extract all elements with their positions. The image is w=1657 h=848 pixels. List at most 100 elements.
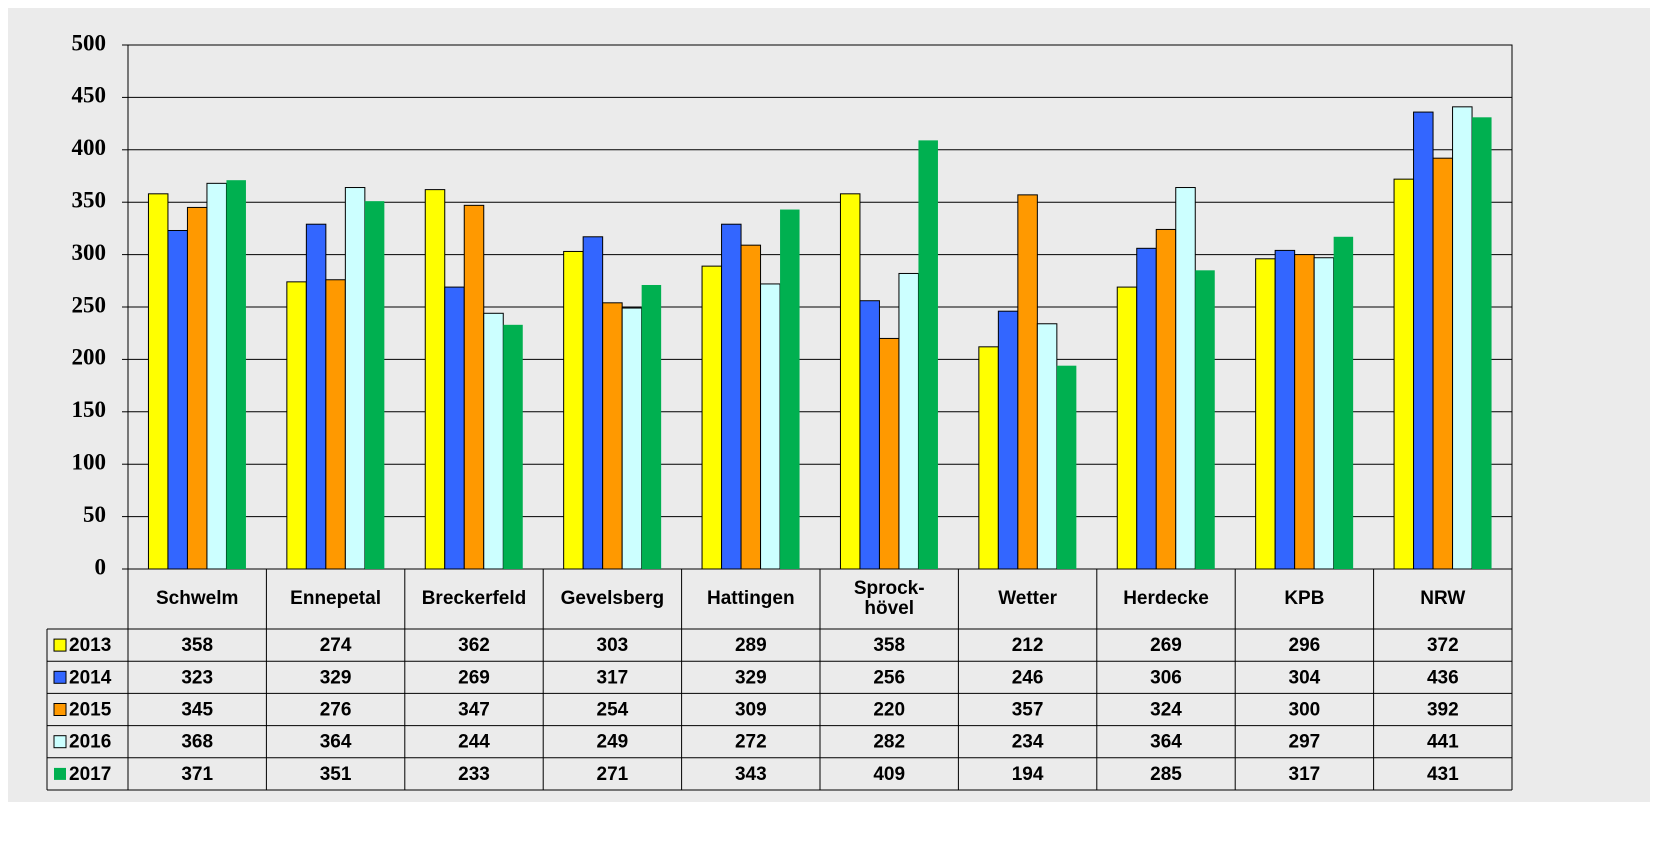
y-tick-label: 50 <box>83 502 106 527</box>
table-value: 364 <box>1150 732 1182 753</box>
bar <box>1136 247 1157 570</box>
table-value: 296 <box>1289 635 1321 656</box>
bar <box>839 193 861 570</box>
bar <box>325 279 346 570</box>
bar <box>1294 254 1315 570</box>
table-value: 289 <box>735 635 767 656</box>
bar <box>424 189 446 570</box>
y-tick-label: 150 <box>72 397 107 422</box>
bar <box>503 324 523 569</box>
x-tick-label: Breckerfeld <box>421 588 527 609</box>
bar <box>621 307 643 570</box>
table-value: 234 <box>1012 732 1044 753</box>
table-value: 269 <box>1150 635 1182 656</box>
bar <box>344 187 366 570</box>
table-value: 317 <box>597 667 629 688</box>
bar <box>563 250 584 570</box>
legend-label: 2013 <box>69 635 111 656</box>
bar <box>1432 157 1454 570</box>
x-tick-label: Gevelsberg <box>560 588 665 609</box>
table-value: 269 <box>458 667 490 688</box>
legend-label: 2017 <box>69 764 111 785</box>
table-value: 304 <box>1289 667 1321 688</box>
bar <box>780 209 800 569</box>
bar <box>1175 187 1196 570</box>
table-value: 317 <box>1289 764 1321 785</box>
bar <box>1056 365 1077 569</box>
bar <box>1413 111 1434 570</box>
table-value: 272 <box>735 732 767 753</box>
bar <box>1036 323 1058 570</box>
table-value: 306 <box>1150 667 1182 688</box>
table-value: 254 <box>597 700 629 721</box>
table-value: 351 <box>320 764 352 785</box>
legend-key <box>53 703 67 716</box>
table-value: 431 <box>1427 764 1459 785</box>
chart-background <box>8 8 1650 802</box>
table-value: 300 <box>1289 700 1321 721</box>
table-value: 285 <box>1150 764 1182 785</box>
table-value: 368 <box>181 732 213 753</box>
x-tick-label: Ennepetal <box>290 588 381 609</box>
table-value: 345 <box>181 700 213 721</box>
table-value: 212 <box>1012 635 1044 656</box>
legend-label: 2016 <box>69 732 111 753</box>
bar <box>1255 258 1276 570</box>
legend-label: 2015 <box>69 700 112 721</box>
bar <box>1274 249 1296 570</box>
table-value: 323 <box>181 667 213 688</box>
y-tick-label: 0 <box>95 554 107 579</box>
table-value: 409 <box>873 764 905 785</box>
table-value: 194 <box>1012 764 1044 785</box>
table-value: 303 <box>597 635 629 656</box>
bar <box>463 204 485 570</box>
table-value: 362 <box>458 635 490 656</box>
bar <box>186 206 208 570</box>
y-tick-label: 500 <box>72 30 107 55</box>
table-value: 256 <box>873 667 905 688</box>
table-value: 343 <box>735 764 767 785</box>
table-value: 233 <box>458 764 490 785</box>
bar <box>1333 236 1354 569</box>
bar <box>1393 178 1415 570</box>
bar <box>701 265 723 570</box>
legend-key <box>53 638 67 652</box>
x-tick-label: NRW <box>1420 588 1466 609</box>
table-value: 329 <box>735 667 767 688</box>
y-tick-label: 450 <box>72 83 107 108</box>
table-value: 271 <box>597 764 629 785</box>
bar <box>1017 194 1038 570</box>
table-value: 276 <box>320 700 352 721</box>
table-value: 297 <box>1289 732 1321 753</box>
table-value: 244 <box>458 732 490 753</box>
bar <box>997 310 1019 570</box>
table-value: 441 <box>1427 732 1459 753</box>
y-tick-label: 400 <box>72 135 107 160</box>
bar <box>740 244 762 570</box>
table-value: 392 <box>1427 700 1459 721</box>
y-tick-label: 100 <box>72 449 107 474</box>
table-value: 357 <box>1012 700 1044 721</box>
bar <box>978 346 999 570</box>
y-tick-label: 300 <box>72 240 107 265</box>
bar <box>582 236 604 570</box>
legend-label: 2014 <box>69 667 112 688</box>
legend-key <box>54 767 66 780</box>
bar <box>364 201 385 570</box>
bar <box>760 283 781 570</box>
x-tick-label: Wetter <box>998 588 1057 609</box>
bar <box>1116 286 1138 570</box>
x-tick-label: Herdecke <box>1123 588 1209 609</box>
x-tick-label: Sprock- hövel <box>853 578 925 619</box>
table-value: 436 <box>1427 667 1459 688</box>
x-tick-label: Hattingen <box>706 588 795 609</box>
table-value: 372 <box>1427 635 1459 656</box>
table-value: 274 <box>320 635 352 656</box>
bar <box>167 229 188 570</box>
bar <box>286 281 307 570</box>
bar <box>1452 106 1473 570</box>
x-tick-label: KPB <box>1284 588 1325 609</box>
bar <box>1313 257 1335 570</box>
